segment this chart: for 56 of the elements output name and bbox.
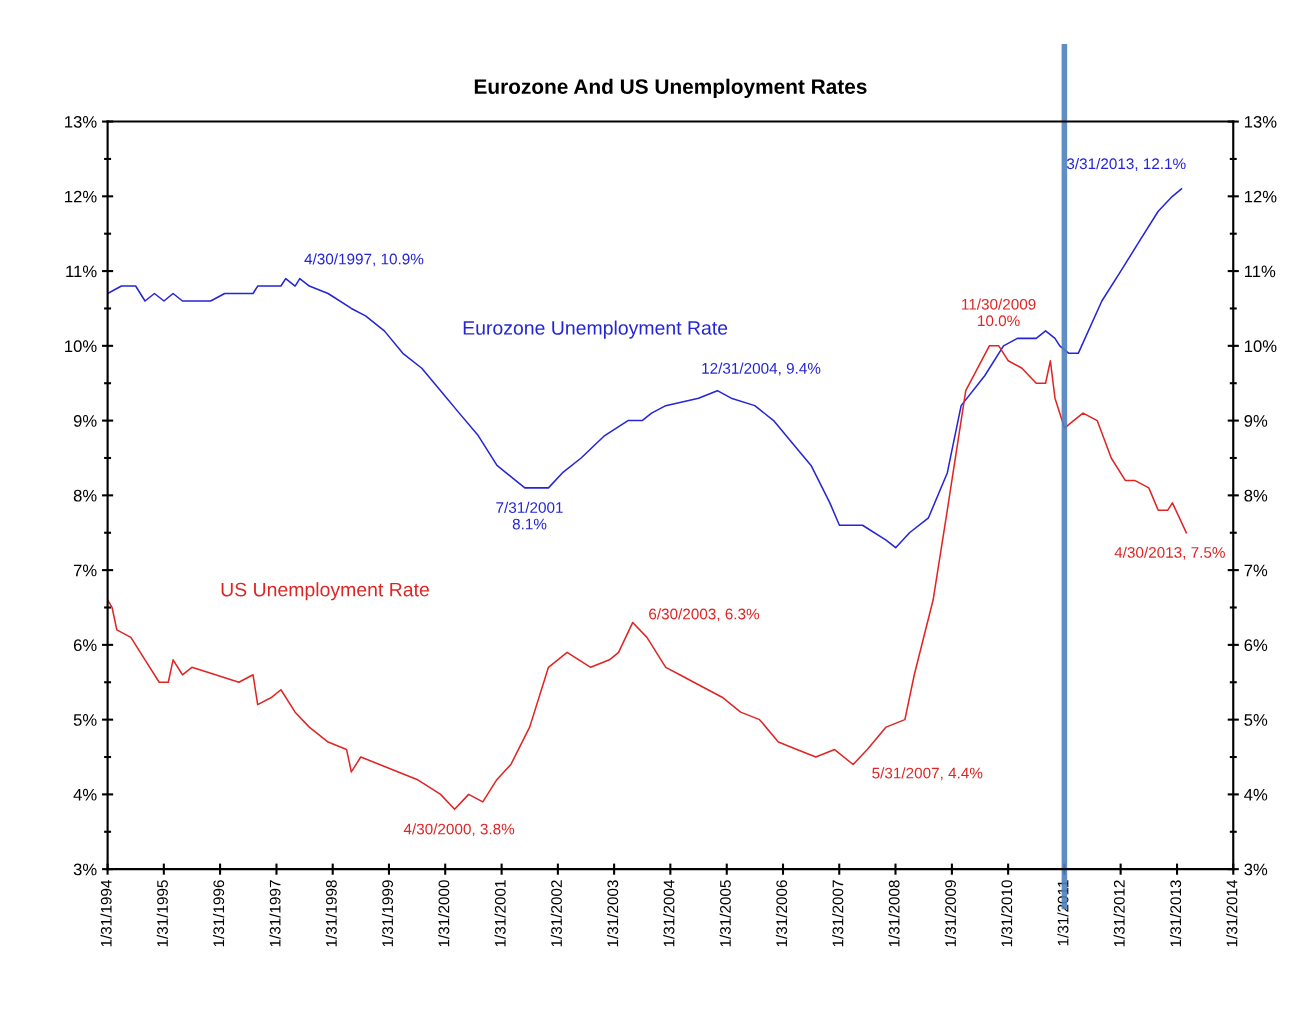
x-tick-label: 1/31/1994 (100, 880, 112, 947)
annotation: 11/30/2009 10.0% (962, 298, 1036, 327)
x-tick-label: 1/31/1995 (156, 880, 168, 947)
y2-tick-label: 11% (1244, 265, 1276, 278)
x-tick-label: 1/31/2003 (606, 880, 619, 947)
x-tick-label: 1/31/1997 (269, 880, 281, 947)
annotation: 3/31/2013, 12.1% (1066, 157, 1186, 171)
y2-tick-label: 8% (1244, 489, 1268, 502)
y2-tick-label: 4% (1244, 788, 1268, 801)
annotation: 4/30/1997, 10.9% (304, 253, 424, 267)
x-tick-label: 1/31/2014 (1226, 880, 1238, 947)
y-tick-label: 13% (65, 115, 97, 128)
y-tick-label: 3% (73, 863, 97, 876)
x-tick-label: 1/31/2007 (832, 880, 844, 947)
annotation: 4/30/2013, 7.5% (1114, 546, 1225, 560)
x-tick-label: 1/31/1996 (212, 880, 225, 947)
y2-tick-label: 9% (1244, 415, 1268, 427)
x-tick-label: 1/31/2004 (663, 880, 675, 947)
y2-tick-label: 3% (1244, 863, 1268, 876)
x-tick-label: 1/31/1999 (381, 880, 394, 947)
y-tick-label: 12% (65, 190, 97, 203)
y2-tick-label: 6% (1244, 639, 1268, 652)
x-tick-label: 1/31/2001 (494, 880, 506, 947)
y-tick-label: 7% (73, 564, 97, 577)
y-tick-label: 11% (66, 265, 97, 278)
y-tick-label: 8% (73, 489, 97, 502)
y2-tick-label: 10% (1244, 340, 1277, 353)
annotation: 6/30/2003, 6.3% (649, 608, 760, 622)
annotation: 4/30/2000, 3.8% (403, 823, 515, 837)
line-series (107, 345, 1188, 811)
y2-tick-label: 5% (1244, 714, 1268, 726)
x-tick-label: 1/31/2002 (550, 880, 562, 947)
y-tick-label: 6% (73, 639, 97, 652)
y2-tick-label: 7% (1244, 564, 1268, 577)
y-tick-label: 4% (73, 788, 97, 801)
y-tick-label: 5% (73, 714, 97, 726)
x-tick-label: 1/31/2005 (719, 880, 731, 947)
x-tick-label: 1/31/2009 (944, 880, 956, 947)
text: US Unemployment Rate (221, 582, 429, 601)
annotation: 5/31/2007, 4.4% (872, 767, 983, 781)
x-tick-label: 1/31/2006 (775, 880, 788, 947)
x-tick-label: 1/31/2013 (1169, 880, 1182, 947)
y-tick-label: 9% (73, 415, 97, 427)
x-tick-label: 1/31/1998 (325, 880, 337, 947)
x-tick-label: 1/31/2011 (1057, 880, 1069, 946)
annotation: 12/31/2004, 9.4% (702, 362, 821, 376)
text: Eurozone Unemployment Rate (463, 320, 728, 339)
x-tick-label: 1/31/2000 (438, 880, 450, 947)
x-tick-label: 1/31/2012 (1113, 880, 1125, 947)
annotation: 7/31/2001 8.1% (496, 501, 563, 530)
y-tick-label: 10% (65, 340, 97, 353)
chart-title: Eurozone And US Unemployment Rates (474, 78, 867, 99)
x-tick-label: 1/31/2010 (1001, 880, 1013, 947)
y2-tick-label: 12% (1244, 190, 1277, 203)
y2-tick-label: 13% (1244, 115, 1277, 128)
x-tick-label: 1/31/2008 (888, 880, 900, 947)
